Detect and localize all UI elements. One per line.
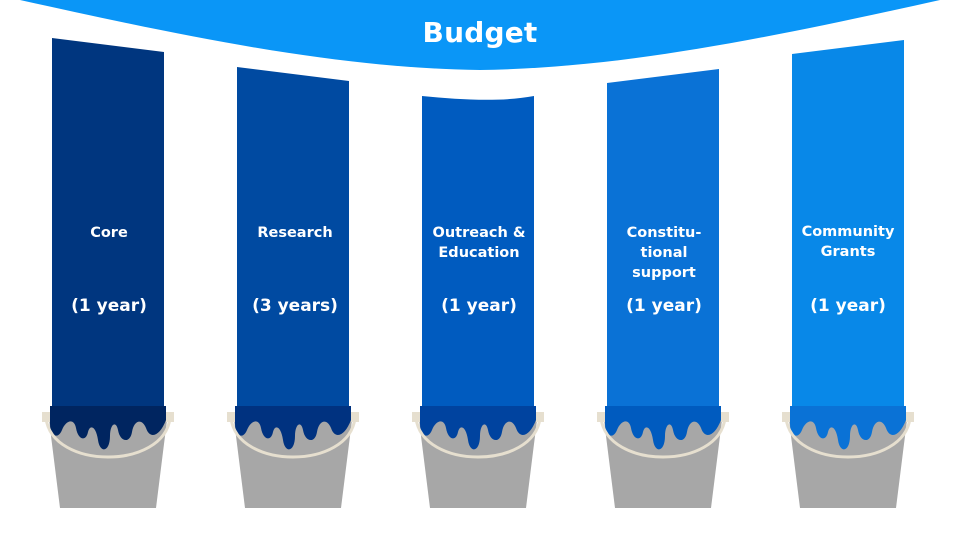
bucket-lug	[536, 412, 544, 422]
bucket-lug	[42, 412, 50, 422]
bucket-body	[418, 412, 538, 508]
paint-column	[792, 40, 904, 410]
paint-column	[237, 67, 349, 410]
bucket-handle	[784, 417, 912, 459]
paint-stroke	[792, 40, 904, 410]
column-label-research: Research	[257, 225, 333, 241]
bucket-lug	[351, 412, 359, 422]
paint-bucket-icon	[42, 406, 174, 508]
paint-stroke	[607, 69, 719, 410]
bucket-lug	[597, 412, 605, 422]
column-duration-core: (1 year)	[71, 296, 147, 316]
bucket-lug	[166, 412, 174, 422]
column-label-outreach: Outreach & Education	[432, 225, 526, 261]
paint-stroke	[237, 67, 349, 410]
paint-stroke	[422, 96, 534, 410]
paint-pool	[420, 406, 536, 450]
column-duration-outreach: (1 year)	[441, 296, 517, 316]
column-duration-research: (3 years)	[252, 296, 338, 316]
bucket-lug	[782, 412, 790, 422]
bucket-handle	[44, 417, 172, 459]
paint-pool	[50, 406, 166, 450]
paint-bucket-icon	[597, 406, 729, 508]
bucket-lug	[906, 412, 914, 422]
bucket-lug	[227, 412, 235, 422]
paint-pool	[235, 406, 351, 450]
bucket-body	[788, 412, 908, 508]
column-label-core: Core	[90, 225, 128, 241]
paint-bucket-icon	[227, 406, 359, 508]
bucket-body	[48, 412, 168, 508]
column-duration-community: (1 year)	[810, 296, 886, 316]
paint-bucket-icon	[782, 406, 914, 508]
paint-column	[422, 96, 534, 410]
column-label-constitutional: Constitu- tional support	[626, 225, 702, 281]
title-banner	[20, 0, 940, 70]
paint-pool	[605, 406, 721, 450]
paint-stroke	[52, 38, 164, 410]
bucket-lug	[412, 412, 420, 422]
column-duration-constitutional: (1 year)	[626, 296, 702, 316]
column-label-community: Community Grants	[801, 224, 895, 260]
bucket-lug	[721, 412, 729, 422]
page-title: Budget	[422, 16, 538, 49]
paint-column	[52, 38, 164, 410]
bucket-body	[603, 412, 723, 508]
bucket-handle	[599, 417, 727, 459]
bucket-body	[233, 412, 353, 508]
paint-bucket-icon	[412, 406, 544, 508]
bucket-handle	[229, 417, 357, 459]
paint-column	[607, 69, 719, 410]
bucket-handle	[414, 417, 542, 459]
paint-pool	[790, 406, 906, 450]
